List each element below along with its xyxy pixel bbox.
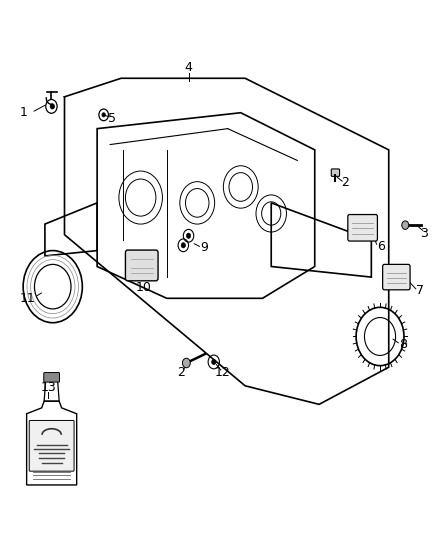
Text: 3: 3 bbox=[420, 227, 428, 240]
Text: 6: 6 bbox=[377, 240, 385, 253]
Circle shape bbox=[50, 104, 54, 109]
FancyBboxPatch shape bbox=[125, 250, 158, 281]
Circle shape bbox=[102, 113, 106, 117]
Text: 5: 5 bbox=[108, 111, 117, 125]
Text: 7: 7 bbox=[416, 284, 424, 297]
Text: 11: 11 bbox=[20, 292, 35, 305]
FancyBboxPatch shape bbox=[29, 421, 74, 471]
Text: 8: 8 bbox=[399, 338, 406, 351]
Circle shape bbox=[183, 358, 190, 368]
Text: 9: 9 bbox=[200, 241, 208, 254]
Text: 1: 1 bbox=[19, 106, 27, 119]
Circle shape bbox=[402, 221, 409, 229]
Text: 2: 2 bbox=[177, 366, 185, 379]
Circle shape bbox=[181, 243, 185, 248]
Text: 12: 12 bbox=[215, 366, 230, 379]
FancyBboxPatch shape bbox=[331, 169, 339, 176]
FancyBboxPatch shape bbox=[44, 373, 60, 382]
Text: 2: 2 bbox=[341, 176, 349, 189]
FancyBboxPatch shape bbox=[348, 215, 378, 241]
Circle shape bbox=[186, 233, 191, 238]
Text: 10: 10 bbox=[135, 281, 151, 294]
Text: 4: 4 bbox=[184, 61, 192, 74]
FancyBboxPatch shape bbox=[383, 264, 410, 290]
Text: 13: 13 bbox=[41, 381, 56, 394]
Circle shape bbox=[212, 359, 216, 365]
